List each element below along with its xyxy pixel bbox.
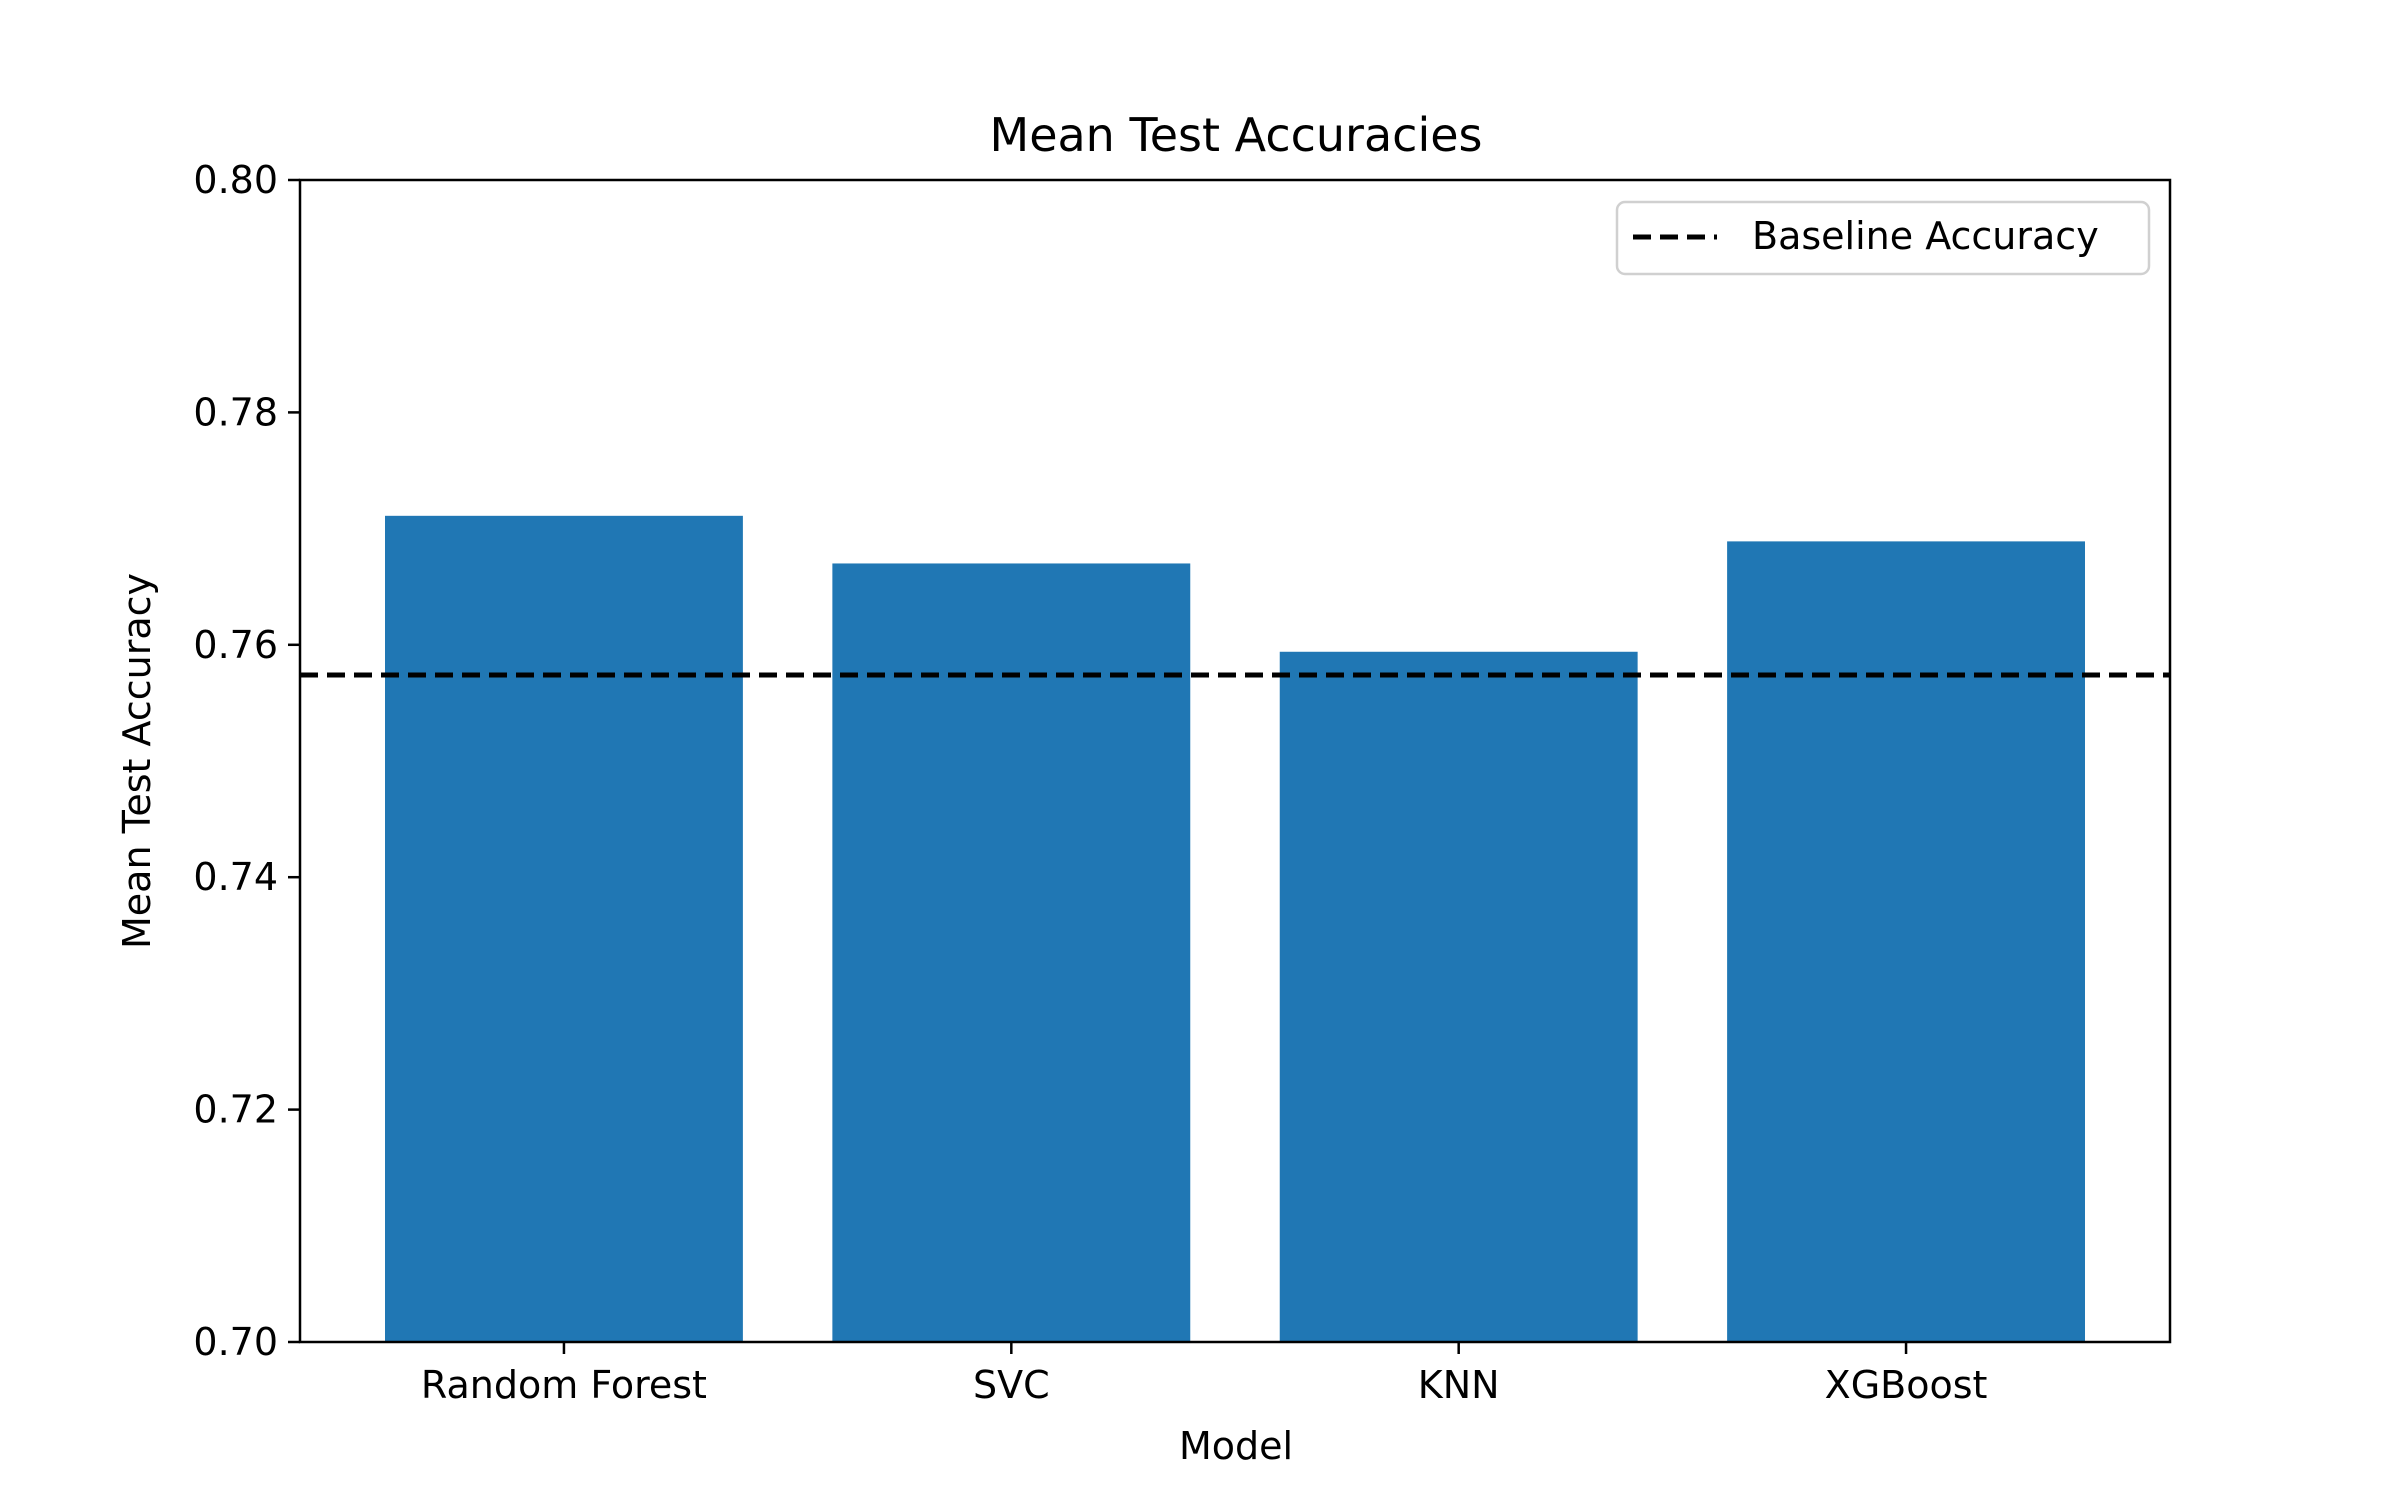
x-tick-label: XGBoost xyxy=(1825,1363,1988,1407)
x-axis: Random Forest SVC KNN XGBoost xyxy=(421,1342,1987,1407)
y-axis-label: Mean Test Accuracy xyxy=(115,573,159,949)
bar-knn xyxy=(1279,651,1638,1342)
x-tick-label: Random Forest xyxy=(421,1363,707,1407)
bar-svc xyxy=(832,563,1191,1342)
chart-title: Mean Test Accuracies xyxy=(990,108,1483,162)
legend-box xyxy=(1615,200,2151,276)
y-tick-label: 0.72 xyxy=(193,1088,278,1132)
y-tick-label: 0.70 xyxy=(193,1320,278,1364)
y-tick-label: 0.80 xyxy=(193,158,278,202)
bar-random-forest xyxy=(385,515,743,1342)
x-axis-label: Model xyxy=(1179,1424,1293,1468)
y-tick-label: 0.74 xyxy=(193,855,278,899)
bar-xgboost xyxy=(1727,541,2085,1342)
legend: Baseline Accuracy xyxy=(1615,200,2151,276)
y-tick-label: 0.78 xyxy=(193,390,278,434)
plot-frame xyxy=(298,178,2172,1344)
bars-layer xyxy=(385,515,2085,1342)
x-tick-label: SVC xyxy=(973,1363,1050,1407)
y-tick-label: 0.76 xyxy=(193,623,278,667)
legend-label-baseline: Baseline Accuracy xyxy=(1752,214,2099,258)
x-tick-label: KNN xyxy=(1418,1363,1500,1407)
y-axis: 0.70 0.72 0.74 0.76 0.78 0.80 xyxy=(193,158,300,1364)
